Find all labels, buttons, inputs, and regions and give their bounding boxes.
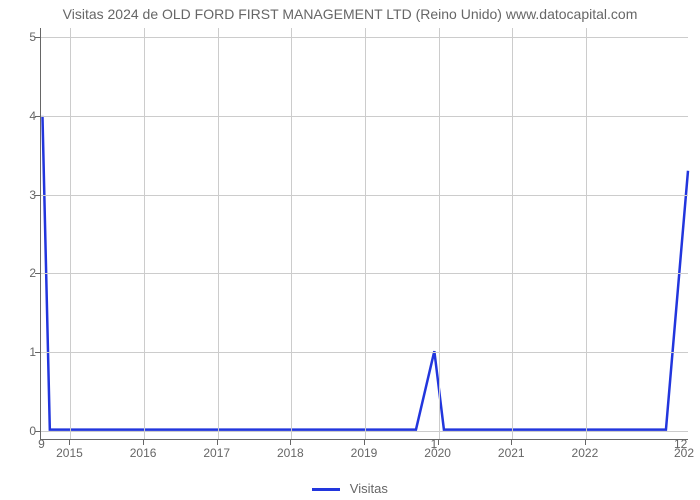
legend-label: Visitas xyxy=(350,481,388,496)
gridline-vertical xyxy=(218,28,219,439)
legend-swatch xyxy=(312,488,340,491)
y-tick xyxy=(35,116,40,117)
x-tick-label: 2018 xyxy=(277,446,304,460)
gridline-vertical xyxy=(70,28,71,439)
data-point-label: 9 xyxy=(38,437,45,451)
x-tick xyxy=(143,440,144,445)
gridline-vertical xyxy=(512,28,513,439)
data-point-label: 1 xyxy=(431,437,438,451)
x-tick-label: 2021 xyxy=(498,446,525,460)
x-tick xyxy=(290,440,291,445)
y-tick xyxy=(35,195,40,196)
legend: Visitas xyxy=(0,481,700,496)
visits-chart: Visitas 2024 de OLD FORD FIRST MANAGEMEN… xyxy=(0,0,700,500)
chart-title: Visitas 2024 de OLD FORD FIRST MANAGEMEN… xyxy=(0,6,700,22)
x-tick-label: 2020 xyxy=(424,446,451,460)
y-tick xyxy=(35,431,40,432)
data-point-label: 12 xyxy=(674,437,687,451)
y-tick-label: 3 xyxy=(22,188,36,202)
y-tick-label: 4 xyxy=(22,109,36,123)
x-tick xyxy=(438,440,439,445)
y-tick-label: 2 xyxy=(22,266,36,280)
x-tick xyxy=(217,440,218,445)
gridline-vertical xyxy=(586,28,587,439)
x-tick xyxy=(364,440,365,445)
plot-area xyxy=(40,28,688,440)
y-tick-label: 0 xyxy=(22,424,36,438)
y-tick xyxy=(35,37,40,38)
gridline-vertical xyxy=(144,28,145,439)
y-tick-label: 5 xyxy=(22,30,36,44)
x-tick xyxy=(511,440,512,445)
x-tick xyxy=(585,440,586,445)
x-tick xyxy=(69,440,70,445)
x-tick-label: 2019 xyxy=(351,446,378,460)
y-tick xyxy=(35,273,40,274)
x-tick-label: 2022 xyxy=(572,446,599,460)
x-tick-label: 2016 xyxy=(130,446,157,460)
y-tick-label: 1 xyxy=(22,345,36,359)
gridline-vertical xyxy=(439,28,440,439)
x-tick-label: 2015 xyxy=(56,446,83,460)
y-tick xyxy=(35,352,40,353)
gridline-vertical xyxy=(365,28,366,439)
gridline-vertical xyxy=(291,28,292,439)
x-tick-label: 2017 xyxy=(203,446,230,460)
